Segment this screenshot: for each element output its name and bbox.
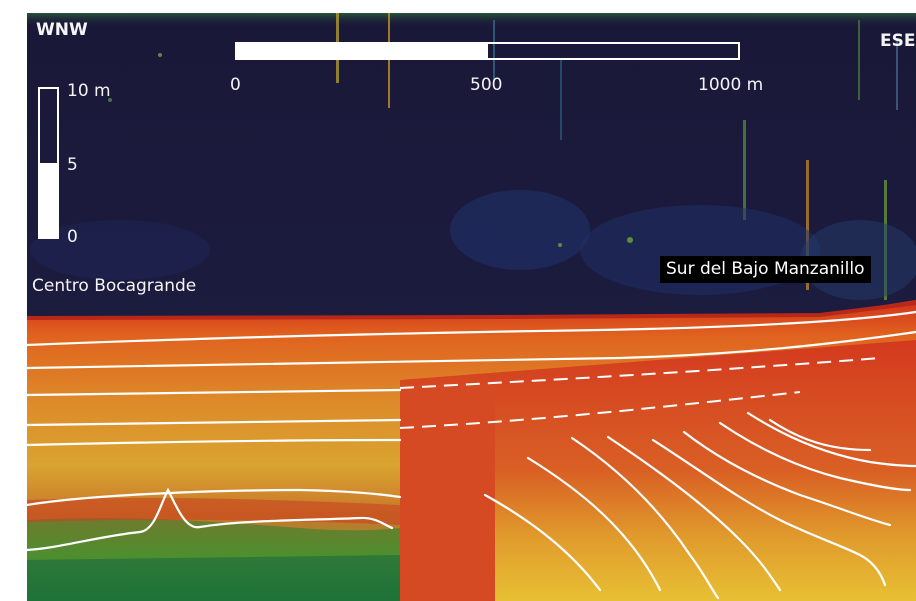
- scale-tick-1000: 1000 m: [698, 75, 764, 95]
- location-label-left: Centro Bocagrande: [32, 276, 197, 296]
- location-label-right: Sur del Bajo Manzanillo: [660, 256, 871, 283]
- reflector-lines: [25, 310, 916, 600]
- dashed-reflectors: [399, 357, 881, 429]
- horizontal-scale-bar: [235, 42, 740, 60]
- direction-label-east: ESE: [880, 31, 916, 51]
- vertical-tick-5: 5: [67, 155, 78, 175]
- vertical-scale-bar: [38, 87, 59, 239]
- acoustic-blanking: [400, 385, 495, 601]
- vertical-tick-10: 10 m: [67, 81, 111, 101]
- vertical-tick-0: 0: [67, 227, 78, 247]
- direction-label-west: WNW: [36, 20, 88, 40]
- scale-tick-500: 500: [470, 75, 503, 95]
- scale-tick-0: 0: [230, 75, 241, 95]
